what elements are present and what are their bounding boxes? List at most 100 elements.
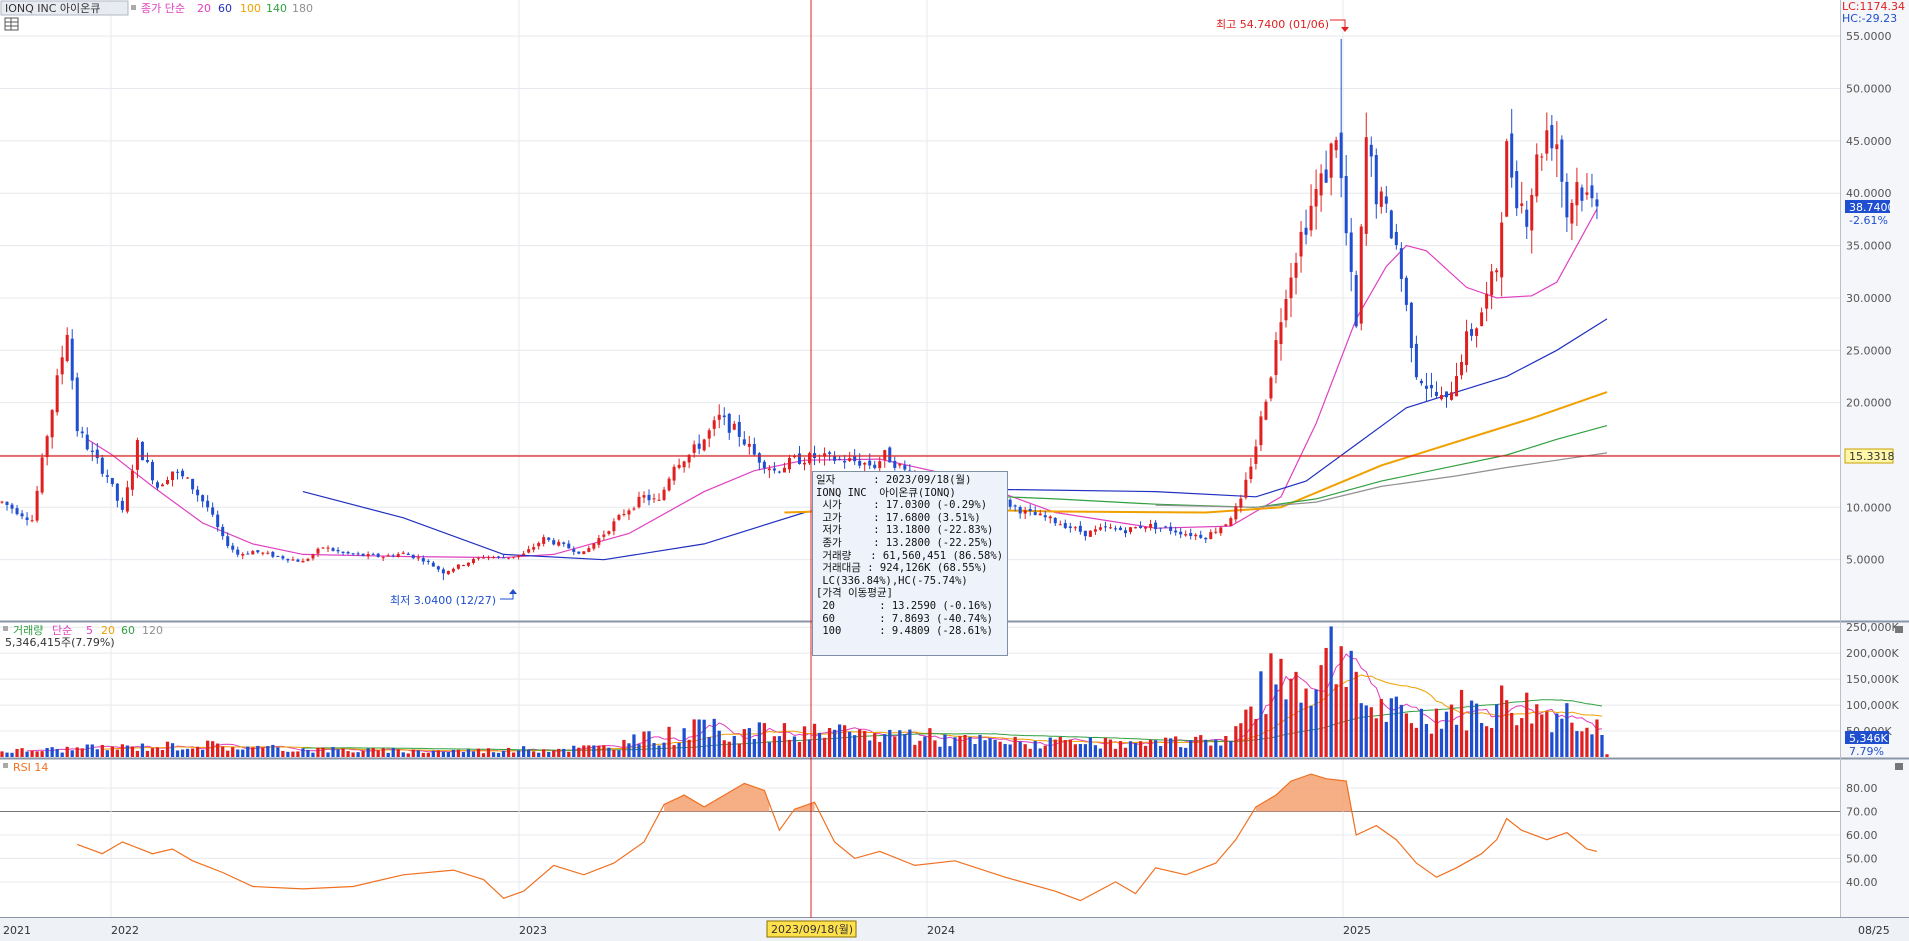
candle-body	[1585, 192, 1589, 195]
candle-body	[85, 434, 89, 450]
symbol-box[interactable]	[0, 0, 129, 16]
candle-body	[1284, 299, 1288, 321]
candle-body	[296, 559, 300, 562]
volume-bar	[752, 738, 756, 757]
volume-bar	[858, 729, 862, 757]
candle-body	[50, 410, 54, 438]
volume-bar	[597, 745, 601, 757]
candle-body	[246, 553, 250, 555]
candle-body	[602, 534, 606, 537]
candle-body	[1174, 530, 1178, 533]
x-label-end: 08/25	[1858, 924, 1890, 937]
candle-body	[1329, 143, 1333, 178]
candle-body	[512, 556, 516, 558]
candle-body	[1324, 169, 1328, 183]
candle-body	[60, 357, 64, 375]
volume-bar	[807, 739, 812, 757]
x-label-2025: 2025	[1343, 924, 1371, 937]
candle-body	[1249, 466, 1253, 480]
volume-bar	[1495, 704, 1499, 757]
volume-bar	[261, 747, 265, 757]
price-tick-label: 55.0000	[1846, 30, 1892, 43]
rsi-panel-button[interactable]	[1895, 763, 1903, 770]
volume-bar	[170, 743, 175, 757]
volume-bar	[1068, 739, 1072, 757]
candle-body	[1093, 529, 1097, 532]
volume-bar	[1153, 740, 1158, 757]
volume-bar	[366, 748, 370, 757]
volume-bar	[0, 751, 4, 757]
volume-bar	[817, 732, 822, 757]
volume-bar	[206, 740, 210, 757]
volume-bar	[231, 747, 235, 757]
candle-body	[712, 420, 716, 429]
volume-bar	[772, 736, 777, 757]
volume-bar	[241, 749, 245, 757]
current-price-change: -2.61%	[1849, 214, 1888, 227]
candle-body	[1144, 526, 1148, 529]
volume-bar	[742, 729, 746, 757]
candle-body	[1580, 187, 1584, 201]
volume-bar	[511, 752, 516, 757]
current-price-badge	[1845, 200, 1890, 213]
candle-body	[431, 562, 435, 567]
candle-body	[707, 430, 711, 439]
candle-body	[1078, 525, 1082, 532]
candle-body	[787, 458, 791, 470]
candle-body	[1505, 141, 1509, 217]
volume-bar	[1108, 739, 1113, 757]
volume-bar	[587, 745, 591, 757]
volume-bar	[211, 741, 215, 757]
candle-body	[792, 456, 796, 458]
volume-bar	[657, 745, 661, 757]
candle-body	[1490, 271, 1494, 296]
candle-body	[702, 439, 706, 451]
volume-bar	[1028, 748, 1032, 757]
candle-body	[1229, 518, 1233, 526]
candle-body	[1444, 391, 1449, 398]
volume-bar	[1244, 709, 1248, 757]
candle-body	[552, 540, 556, 545]
volume-panel-button[interactable]	[1895, 626, 1903, 633]
volume-bar	[216, 743, 220, 757]
volume-bar	[1389, 698, 1393, 757]
volume-bar	[491, 752, 496, 757]
candle-body	[838, 458, 842, 460]
volume-bar	[883, 734, 887, 757]
candle-body	[311, 554, 315, 559]
ohlc-tooltip: 일자 : 2023/09/18(월) IONQ INC 아이온큐(IONQ) 시가…	[812, 471, 1008, 656]
x-label-2023: 2023	[519, 924, 547, 937]
volume-bar	[190, 748, 195, 757]
candle-body	[306, 558, 310, 561]
candle-body	[717, 414, 721, 420]
candle-body	[622, 514, 626, 516]
symbol-label: IONQ INC 아이온큐	[5, 2, 100, 15]
tooltip-line: IONQ INC 아이온큐(IONQ)	[816, 486, 956, 499]
volume-bar	[998, 741, 1002, 757]
candle-body	[777, 471, 781, 473]
volume-bar	[1289, 678, 1293, 757]
candle-body	[1239, 498, 1243, 508]
volume-bar	[898, 730, 902, 757]
candle-body	[1354, 275, 1358, 327]
candle-body	[115, 483, 119, 501]
candle-body	[401, 552, 405, 554]
tooltip-line: 거래대금 : 924,126K (68.55%)	[816, 562, 988, 575]
candle-body	[1254, 446, 1258, 464]
candle-body	[1013, 505, 1017, 507]
volume-label: 거래량	[13, 624, 43, 637]
rsi-overbought-fill	[664, 783, 770, 812]
candle-body	[155, 482, 159, 488]
volume-bar	[1319, 665, 1323, 757]
candle-body	[1304, 227, 1308, 235]
candle-body	[261, 552, 265, 554]
volume-bar	[842, 725, 847, 757]
volume-bar	[1474, 703, 1479, 757]
volume-bar	[135, 750, 140, 757]
volume-bar	[221, 746, 225, 757]
volume-bar	[251, 747, 255, 757]
candle-body	[10, 504, 14, 509]
volume-bar	[717, 730, 721, 757]
candle-body	[667, 478, 671, 491]
